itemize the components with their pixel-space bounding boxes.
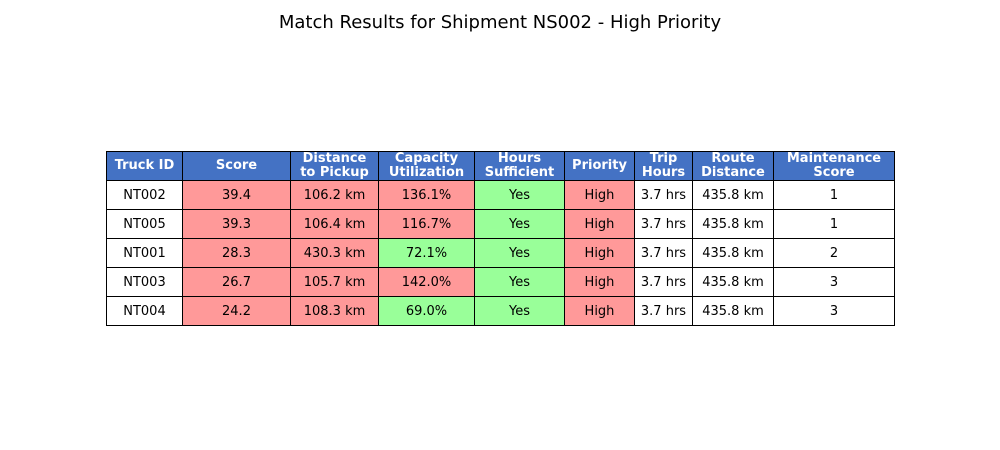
table-cell: 106.2 km bbox=[290, 180, 379, 210]
table-cell: Yes bbox=[474, 238, 565, 268]
table-cell: 106.4 km bbox=[290, 209, 379, 239]
table-row: NT005 39.3 106.4 km 116.7% Yes High 3.7 hrs 435… bbox=[106, 209, 895, 239]
table-cell: 2 bbox=[773, 238, 895, 268]
chart-title: Match Results for Shipment NS002 - High … bbox=[278, 12, 722, 33]
table-cell: Yes bbox=[474, 267, 565, 297]
column-header: Priority bbox=[564, 151, 635, 181]
column-header: Hours Sufficient bbox=[474, 151, 565, 181]
table-cell: 69.0% bbox=[378, 296, 475, 326]
table-cell: 3 bbox=[773, 296, 895, 326]
table-cell: 3.7 hrs bbox=[634, 209, 693, 239]
table-cell: High bbox=[564, 209, 635, 239]
table-row: NT001 28.3 430.3 km 72.1% Yes High 3.7 hrs 435.… bbox=[106, 238, 895, 268]
table-cell: Yes bbox=[474, 209, 565, 239]
table-cell: 3.7 hrs bbox=[634, 267, 693, 297]
header-row: Truck ID Score Distance to Pickup Capaci… bbox=[106, 151, 895, 181]
column-header: Distance to Pickup bbox=[290, 151, 379, 181]
table-cell: High bbox=[564, 180, 635, 210]
table-row: NT003 26.7 105.7 km 142.0% Yes High 3.7 hrs 435… bbox=[106, 267, 895, 297]
table-cell: Yes bbox=[474, 180, 565, 210]
table-body: NT002 39.4 106.2 km 136.1% Yes High 3.7 hrs 435… bbox=[106, 180, 895, 326]
table-cell: 435.8 km bbox=[692, 267, 774, 297]
table-cell: NT004 bbox=[106, 296, 183, 326]
table-cell: 435.8 km bbox=[692, 180, 774, 210]
table-cell: 142.0% bbox=[378, 267, 475, 297]
table-cell: NT003 bbox=[106, 267, 183, 297]
table-cell: 1 bbox=[773, 180, 895, 210]
column-header: Capacity Utilization bbox=[378, 151, 475, 181]
table-cell: 435.8 km bbox=[692, 296, 774, 326]
column-header: Trip Hours bbox=[634, 151, 693, 181]
table-cell: 3.7 hrs bbox=[634, 238, 693, 268]
table-cell: 39.3 bbox=[182, 209, 291, 239]
column-header: Score bbox=[182, 151, 291, 181]
table-cell: 28.3 bbox=[182, 238, 291, 268]
table-cell: 1 bbox=[773, 209, 895, 239]
table-cell: High bbox=[564, 238, 635, 268]
table-cell: 3.7 hrs bbox=[634, 296, 693, 326]
table-cell: NT001 bbox=[106, 238, 183, 268]
table-cell: 435.8 km bbox=[692, 209, 774, 239]
table-cell: NT005 bbox=[106, 209, 183, 239]
column-header: Truck ID bbox=[106, 151, 183, 181]
table-cell: 108.3 km bbox=[290, 296, 379, 326]
table-cell: 24.2 bbox=[182, 296, 291, 326]
table-cell: 39.4 bbox=[182, 180, 291, 210]
table-cell: 72.1% bbox=[378, 238, 475, 268]
table-cell: 116.7% bbox=[378, 209, 475, 239]
table-cell: 435.8 km bbox=[692, 238, 774, 268]
table-cell: Yes bbox=[474, 296, 565, 326]
table-cell: High bbox=[564, 267, 635, 297]
table-cell: 430.3 km bbox=[290, 238, 379, 268]
table-cell: 3 bbox=[773, 267, 895, 297]
table-cell: High bbox=[564, 296, 635, 326]
column-header: Maintenance Score bbox=[773, 151, 895, 181]
column-header: Route Distance bbox=[692, 151, 774, 181]
table-cell: 26.7 bbox=[182, 267, 291, 297]
table-row: NT004 24.2 108.3 km 69.0% Yes High 3.7 hrs 435.… bbox=[106, 296, 895, 326]
table-row: NT002 39.4 106.2 km 136.1% Yes High 3.7 hrs 435… bbox=[106, 180, 895, 210]
results-table: Truck ID Score Distance to Pickup Capaci… bbox=[106, 151, 895, 326]
table-cell: 3.7 hrs bbox=[634, 180, 693, 210]
table-cell: NT002 bbox=[106, 180, 183, 210]
table-cell: 105.7 km bbox=[290, 267, 379, 297]
table-cell: 136.1% bbox=[378, 180, 475, 210]
